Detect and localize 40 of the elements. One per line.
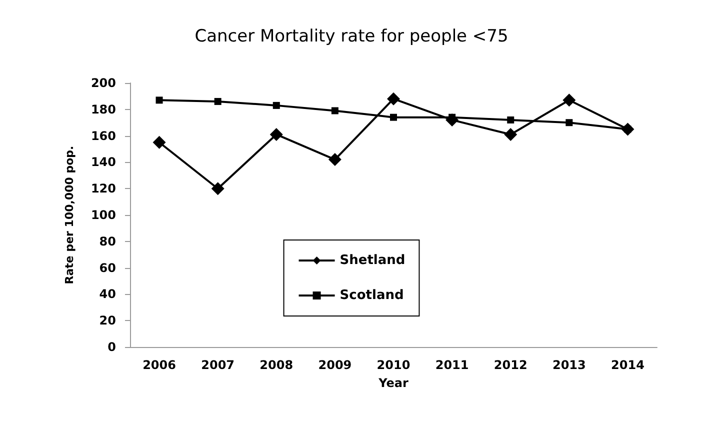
point [156,96,163,104]
y-tick-label: 120 [90,182,116,196]
x-tick-label: 2010 [376,358,410,372]
y-tick-label: 0 [108,340,116,354]
point [270,128,283,141]
point [328,153,342,166]
x-tick-label: 2012 [494,358,528,372]
y-tick-label: 200 [90,76,116,90]
y-tick-label: 40 [99,287,116,302]
point [331,107,338,114]
point [390,114,397,121]
y-tick-label: 160 [90,128,116,143]
y-tick-label: 140 [90,155,116,170]
y-tick-label: 180 [90,102,116,116]
point [387,92,400,106]
y-tick-label: 100 [90,208,116,222]
point [152,136,166,149]
point [562,94,576,107]
y-tick-label: 60 [99,260,116,275]
x-tick-label: 2007 [201,358,235,372]
point [211,182,224,196]
y-tick-label: 20 [99,314,116,328]
y-axis-title: Rate per 100,000 pop. [63,146,76,284]
point [446,113,459,126]
x-tick-label: 2014 [611,358,644,372]
point [507,116,514,124]
chart-title: Cancer Mortality rate for people <75 [194,26,508,46]
point [214,98,222,105]
x-tick-label: 2008 [260,358,294,372]
y-tick-label: 80 [99,234,116,248]
x-axis-title: Year [378,376,408,390]
x-tick-label: 2006 [142,358,176,372]
x-tick-label: 2011 [435,358,469,372]
point [566,119,573,126]
x-tick-label: 2009 [318,358,352,372]
x-tick-label: 2013 [552,358,586,372]
legend-label: Scotland [340,288,404,303]
point [504,128,518,141]
legend-label: Shetland [340,253,406,268]
point [272,102,280,109]
